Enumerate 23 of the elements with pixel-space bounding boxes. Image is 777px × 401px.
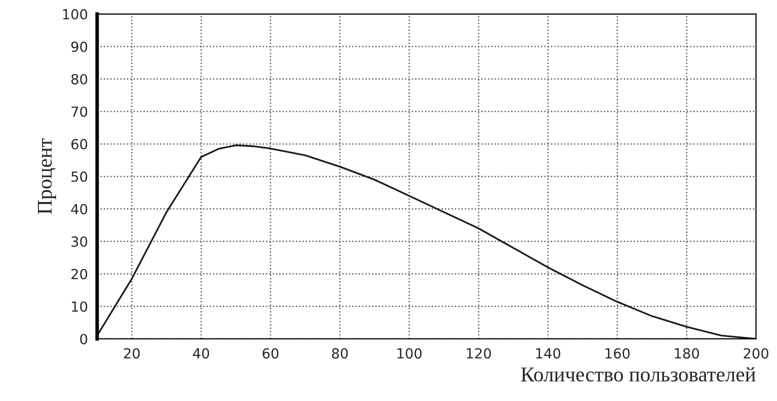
x-tick-label: 100 (398, 348, 422, 359)
y-axis-title: Процент (38, 138, 56, 214)
x-tick-label: 20 (124, 348, 140, 359)
x-tick-label: 180 (674, 348, 699, 359)
x-tick-label: 160 (606, 348, 630, 359)
x-axis-title: Количество пользователей (521, 367, 756, 382)
x-tick-label: 40 (193, 348, 210, 359)
y-tick-label: 20 (71, 268, 88, 280)
y-tick-label: 10 (72, 301, 88, 312)
y-tick-label: 80 (71, 74, 88, 84)
y-tick-label: 50 (71, 171, 88, 182)
y-tick-label: 40 (71, 204, 88, 214)
y-tick-label: 100 (63, 9, 88, 20)
y-tick-label: 0 (80, 334, 88, 344)
y-tick-label: 70 (72, 106, 88, 117)
x-tick-label: 60 (262, 348, 278, 359)
x-tick-label: 120 (466, 348, 491, 359)
x-tick-label: 80 (332, 348, 348, 359)
y-tick-label: 60 (71, 138, 88, 150)
x-tick-label: 140 (536, 348, 560, 359)
x-tick-label: 200 (744, 348, 768, 359)
y-tick-label: 30 (71, 236, 88, 247)
y-tick-label: 90 (71, 41, 88, 52)
